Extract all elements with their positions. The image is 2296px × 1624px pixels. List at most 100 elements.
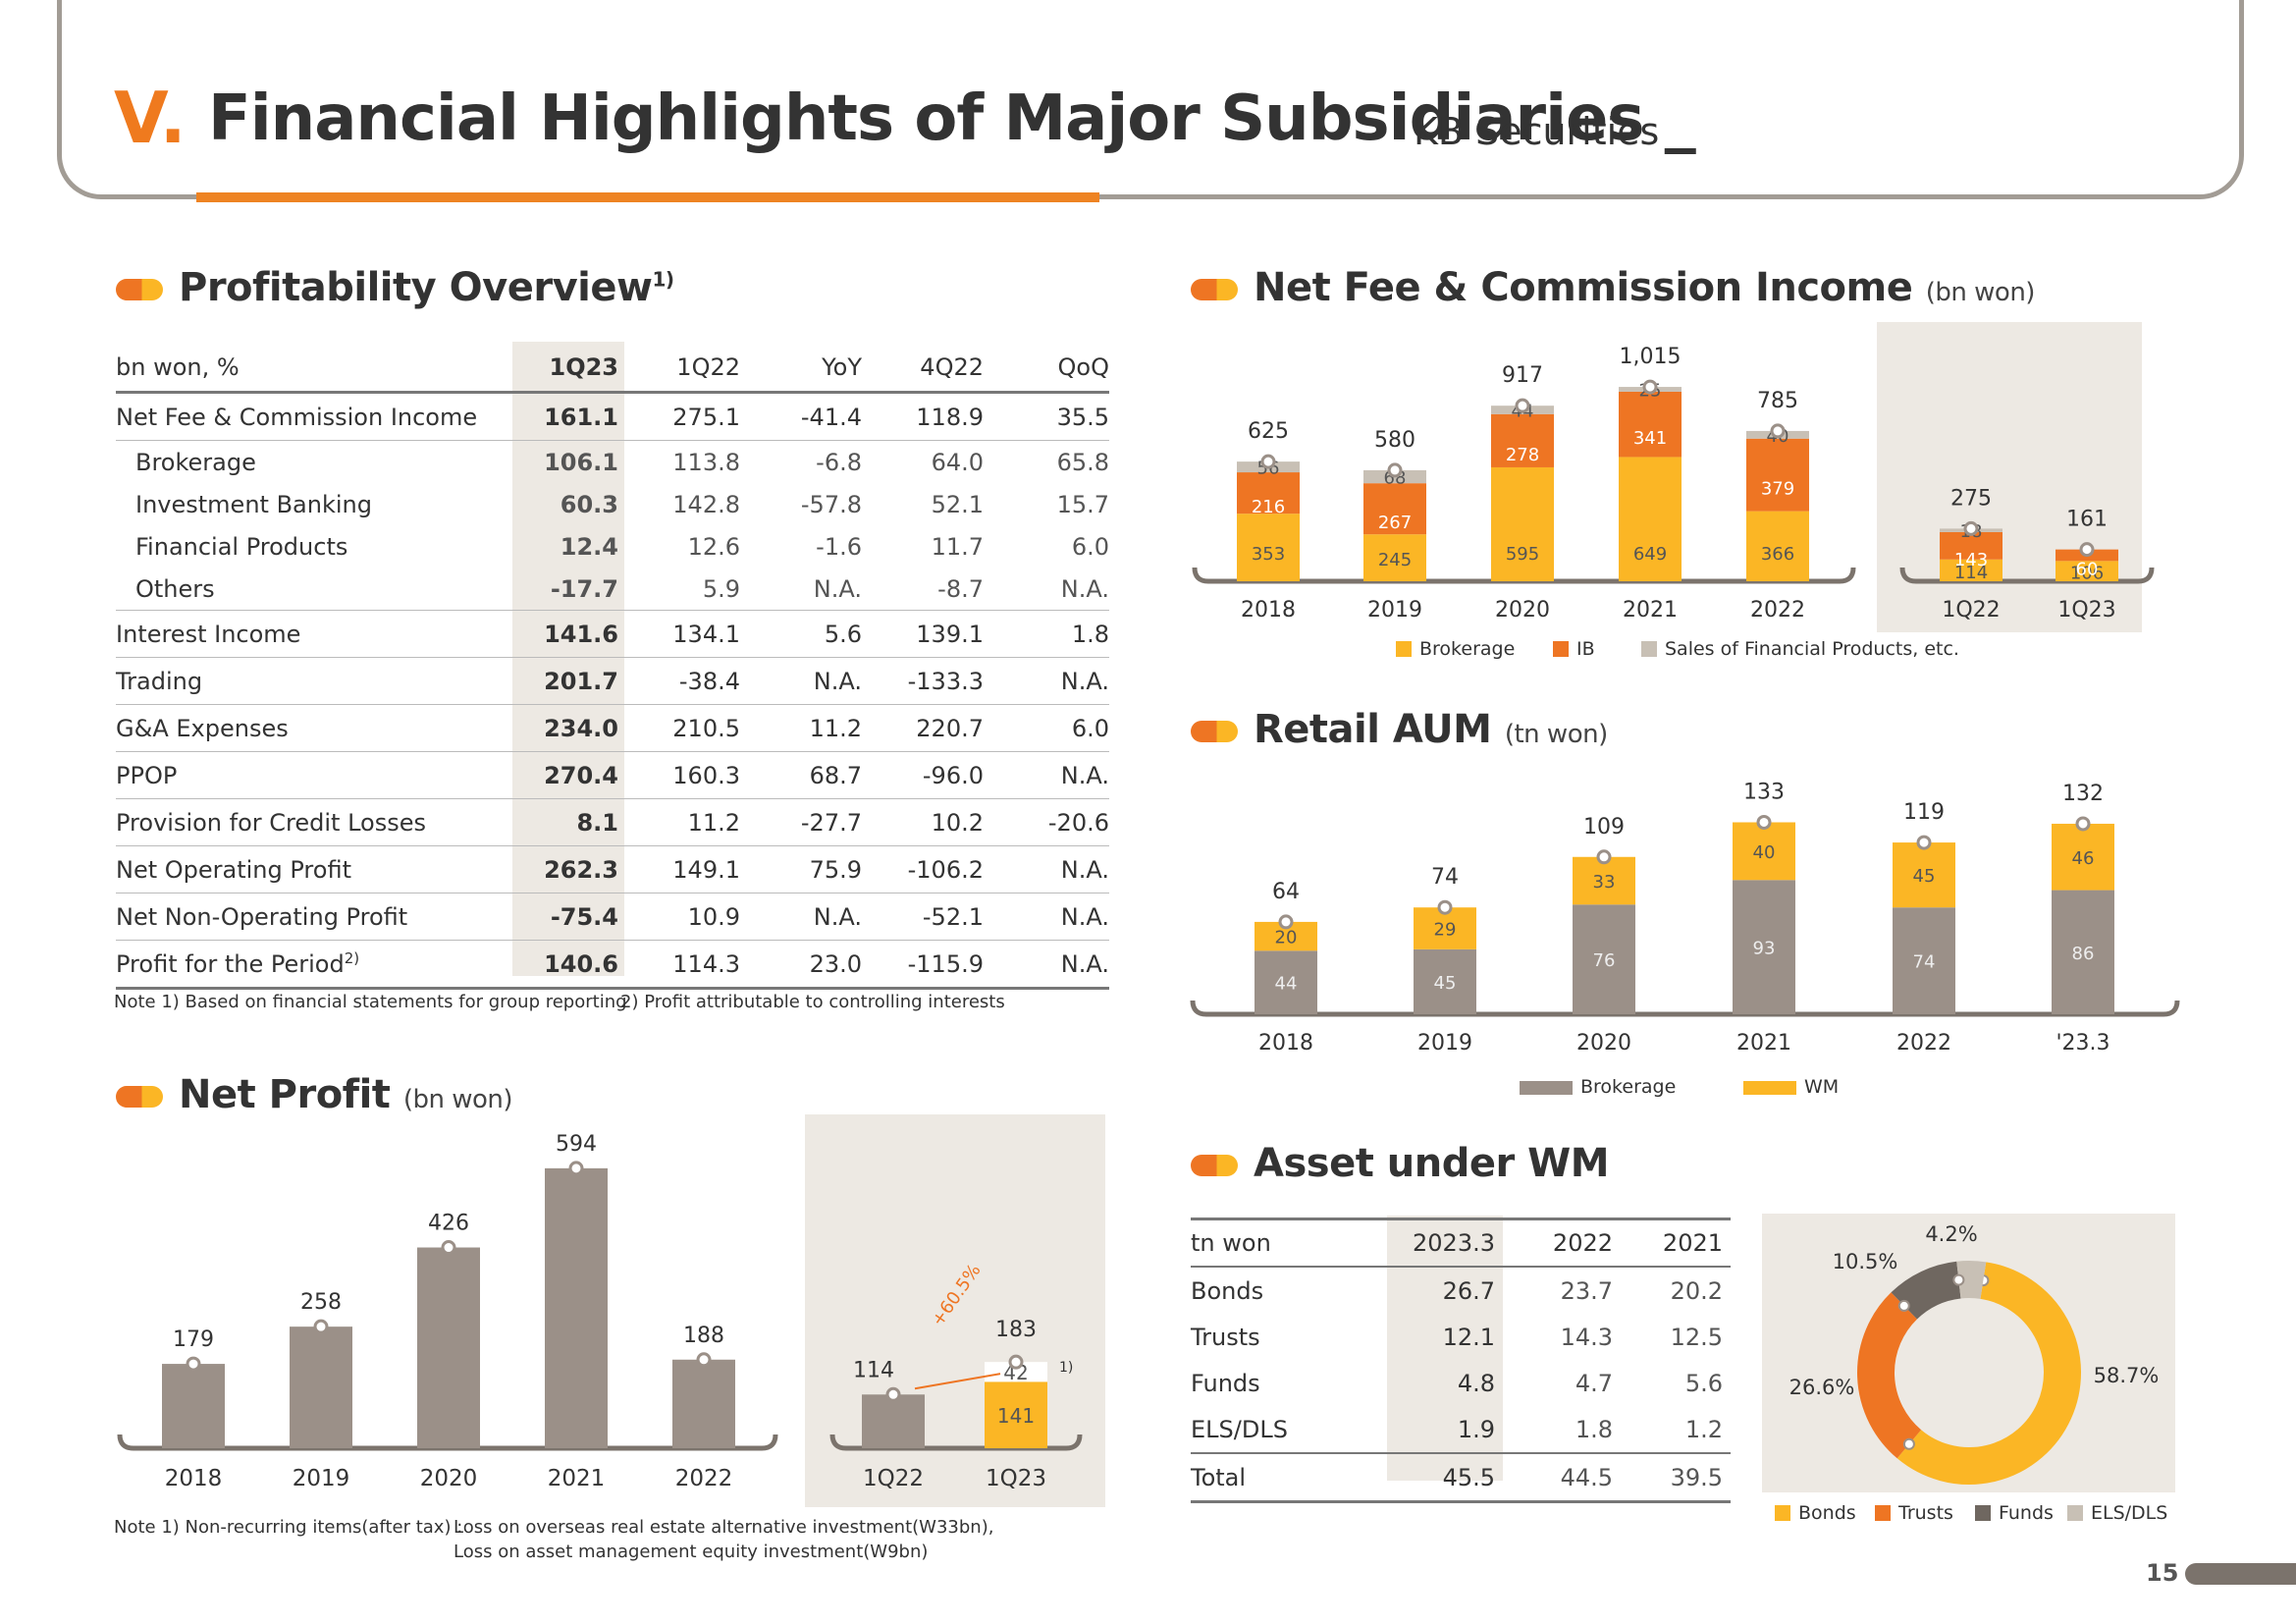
aum-bar-segment — [2052, 890, 2114, 1014]
segment-value-label: 74 — [1913, 952, 1936, 973]
aum-bar-segment — [1573, 904, 1635, 1014]
segment-value-label: 649 — [1633, 544, 1667, 565]
table-header-row: bn won, % 1Q23 1Q22 YoY 4Q22 QoQ — [116, 344, 1109, 394]
table-cell: -17.7 — [497, 568, 618, 611]
table-cell: 10.2 — [862, 798, 984, 846]
header-rule — [196, 192, 1099, 202]
net-profit-note-line-2: Loss on asset management equity investme… — [454, 1542, 929, 1562]
section-bullet-icon — [1191, 1155, 1238, 1176]
table-cell: 35.5 — [984, 392, 1109, 441]
segment-value-label: 44 — [1275, 974, 1298, 995]
bar-total-label: 161 — [2066, 508, 2108, 532]
row-label: Trading — [116, 657, 497, 705]
segment-value-label: 46 — [2072, 848, 2095, 869]
net-profit-bar — [417, 1247, 480, 1448]
legend-donut-bonds: Bonds — [1775, 1502, 1856, 1524]
section-bullet-icon — [116, 279, 163, 300]
net-profit-inset-bg — [805, 1114, 1105, 1507]
fee-bar-segment — [1237, 514, 1300, 581]
row-label: ELS/DLS — [1191, 1406, 1387, 1454]
slice-label: 58.7% — [2094, 1364, 2160, 1387]
fee-bar-segment — [1363, 483, 1426, 535]
slice-marker — [1902, 1437, 1915, 1450]
table-cell: 26.7 — [1442, 1276, 1495, 1305]
fee-inset-bar-segment — [1940, 531, 2002, 560]
net-profit-title: Net Profit — [179, 1072, 391, 1117]
x-tick-label: 2022 — [1896, 1031, 1951, 1056]
table-cell: 5.6 — [740, 610, 862, 658]
fee-income-title: Net Fee & Commission Income — [1254, 265, 1913, 310]
segment-value-label: 353 — [1252, 544, 1285, 565]
x-tick-label: 1Q22 — [863, 1466, 924, 1491]
legend-swatch — [1641, 641, 1657, 657]
table-cell: 139.1 — [862, 610, 984, 658]
table-cell: -96.0 — [862, 751, 984, 799]
table-cell: 12.5 — [1670, 1323, 1723, 1351]
row-label-text: Financial Products — [135, 532, 348, 561]
table-cell: 10.9 — [618, 893, 740, 941]
legend-aum-wm: WM — [1743, 1076, 1839, 1098]
row-label: Financial Products — [116, 525, 497, 568]
row-label: Interest Income — [116, 610, 497, 658]
page-title: Financial Highlights of Major Subsidiari… — [208, 82, 1696, 155]
legend-brokerage: Brokerage — [1396, 638, 1515, 660]
table-cell: 12.6 — [687, 532, 740, 561]
section-bullet-icon — [1191, 279, 1238, 300]
bar-total-label: 1,015 — [1620, 345, 1682, 369]
table-cell: 1.8 — [984, 610, 1109, 658]
legend-label: Brokerage — [1580, 1076, 1677, 1098]
aum-bar-segment — [1573, 856, 1635, 905]
footnote-mark: 2) — [344, 949, 360, 967]
row-label: Investment Banking — [116, 483, 497, 525]
column-header: 1Q22 — [618, 344, 740, 394]
row-label-text: Others — [135, 574, 215, 603]
table-cell: 5.6 — [1684, 1369, 1723, 1397]
segment-value-label: 141 — [997, 1404, 1035, 1428]
value-marker — [1756, 814, 1772, 830]
fee-bar-segment — [1746, 511, 1809, 581]
bar-total-label: 917 — [1502, 363, 1543, 388]
profitability-note-1: Note 1) Based on financial statements fo… — [114, 992, 627, 1012]
x-tick-label: 2021 — [548, 1466, 606, 1491]
legend-label: Sales of Financial Products, etc. — [1665, 638, 1959, 660]
net-profit-inset-axis — [829, 1434, 1083, 1451]
table-cell: 270.4 — [497, 751, 618, 799]
row-label-text: Provision for Credit Losses — [116, 808, 426, 837]
aum-bar-segment — [1733, 880, 1795, 1014]
section-bullet-icon — [1191, 721, 1238, 742]
net-profit-inset-nonrecurring — [985, 1362, 1047, 1382]
slice-label: 10.5% — [1833, 1250, 1898, 1273]
profitability-table: bn won, % 1Q23 1Q22 YoY 4Q22 QoQ Net Fee & Co… — [116, 344, 1109, 990]
donut-panel-bg — [1762, 1214, 2175, 1492]
legend-swatch — [1396, 641, 1412, 657]
table-cell: 1.9 — [1387, 1406, 1503, 1454]
table-cell: 23.0 — [740, 940, 862, 990]
table-cell: 210.5 — [618, 704, 740, 752]
column-header: YoY — [740, 344, 862, 394]
table-cell: 160.3 — [618, 751, 740, 799]
row-label-text: Net Non-Operating Profit — [116, 902, 408, 931]
net-profit-bar — [545, 1167, 608, 1448]
table-cell: 11.7 — [931, 532, 984, 561]
table-cell: -133.3 — [862, 657, 984, 705]
fee-inset-bg — [1877, 322, 2142, 632]
table-cell: 64.0 — [931, 448, 984, 476]
table-cell: N.A. — [740, 568, 862, 611]
table-cell: 52.1 — [931, 490, 984, 518]
table-cell: 12.4 — [560, 532, 618, 561]
wm-table: tn won 2023.3 2022 2021 Bonds 26.7 23.7 20.2 Tr… — [1191, 1218, 1731, 1503]
segment-value-label: 20 — [1275, 928, 1298, 948]
fee-inset-bar-segment — [1940, 559, 2002, 581]
slice-label: 26.6% — [1789, 1376, 1855, 1399]
bar-total-label: 119 — [1903, 800, 1945, 825]
table-cell: 262.3 — [497, 845, 618, 893]
bar-value-label: 594 — [556, 1132, 597, 1157]
x-tick-label: 2020 — [1495, 598, 1550, 623]
table-row: Net Non-Operating Profit -75.4 10.9 N.A. -52… — [116, 893, 1109, 941]
legend-label: Brokerage — [1419, 638, 1516, 660]
column-header: 4Q22 — [862, 344, 984, 394]
table-row: Others -17.7 5.9 N.A. -8.7 N.A. — [116, 568, 1109, 611]
table-cell: 106.1 — [544, 448, 618, 476]
table-cell: -57.8 — [800, 490, 862, 518]
value-marker — [1437, 899, 1453, 915]
